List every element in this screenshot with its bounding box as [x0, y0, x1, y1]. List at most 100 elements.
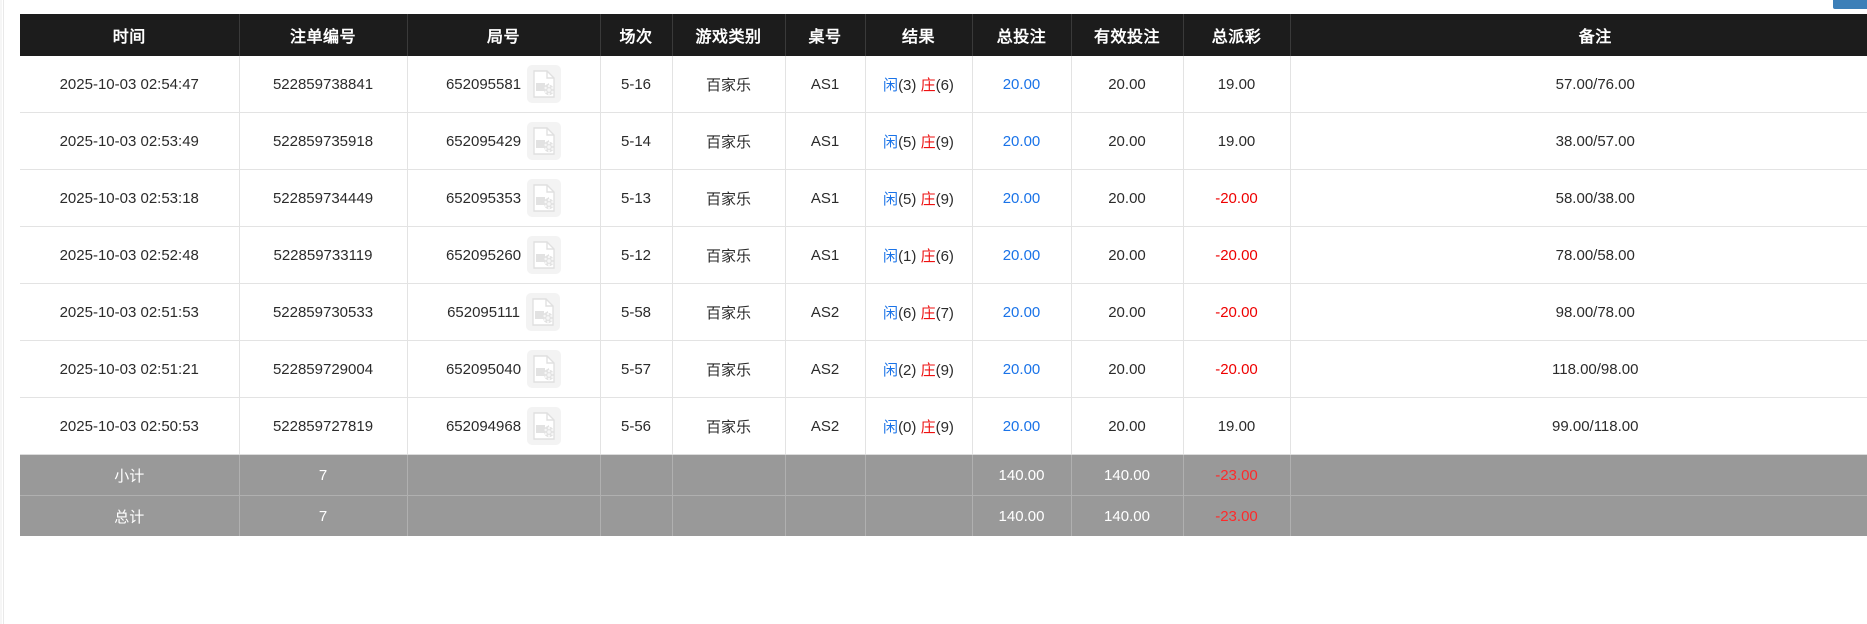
result-banker-label: 庄	[920, 190, 936, 208]
left-gutter	[0, 0, 2, 624]
summary-label: 小计	[20, 454, 240, 496]
cell-total-bet[interactable]: 20.00	[972, 56, 1072, 113]
cell-time: 2025-10-03 02:50:53	[20, 397, 240, 455]
cell-time: 2025-10-03 02:53:49	[20, 112, 240, 170]
cell-session: 5-57	[600, 340, 673, 398]
cell-result: 闲(3) 庄(6)	[865, 56, 973, 113]
cell-order-number: 522859730533	[239, 283, 408, 341]
column-header-payout[interactable]: 总派彩	[1183, 14, 1291, 56]
cell-session: 5-16	[600, 56, 673, 113]
cell-payout: -20.00	[1183, 283, 1291, 341]
cell-order-number: 522859734449	[239, 169, 408, 227]
table-row[interactable]: 2025-10-03 02:51:21 522859729004 652095040…	[20, 340, 1867, 398]
cell-round-number: 652095260	[407, 226, 601, 284]
result-banker-label: 庄	[920, 133, 936, 151]
cell-round-number: 652095111	[407, 283, 601, 341]
cell-game-type: 百家乐	[672, 283, 786, 341]
column-header-time[interactable]: 时间	[20, 14, 240, 56]
result-player-value: (6)	[898, 304, 917, 322]
bet-records-table-wrapper: 时间 注单编号 局号 场次 游戏类别 桌号 结果 总投注 有效投注 总派彩 备注…	[20, 14, 1867, 536]
result-banker-value: (6)	[935, 76, 954, 94]
table-row[interactable]: 2025-10-03 02:52:48 522859733119 652095260…	[20, 226, 1867, 284]
payout-value: 19.00	[1217, 132, 1256, 150]
column-header-gametype[interactable]: 游戏类别	[672, 14, 786, 56]
video-file-icon[interactable]	[525, 293, 560, 331]
cell-total-bet[interactable]: 20.00	[972, 112, 1072, 170]
cell-total-bet[interactable]: 20.00	[972, 397, 1072, 455]
total-bet-link[interactable]: 20.00	[1002, 189, 1041, 207]
video-file-icon[interactable]	[527, 236, 562, 274]
top-right-blue-button[interactable]	[1833, 0, 1867, 9]
table-row[interactable]: 2025-10-03 02:50:53 522859727819 652094968…	[20, 397, 1867, 455]
cell-remark: 98.00/78.00	[1290, 283, 1867, 341]
result-player-value: (1)	[898, 247, 917, 265]
column-header-validbet[interactable]: 有效投注	[1071, 14, 1184, 56]
summary-label: 总计	[20, 495, 240, 536]
cell-total-bet[interactable]: 20.00	[972, 226, 1072, 284]
table-row[interactable]: 2025-10-03 02:54:47 522859738841 652095581…	[20, 56, 1867, 113]
video-file-icon[interactable]	[527, 122, 562, 160]
cell-remark: 99.00/118.00	[1290, 397, 1867, 455]
video-file-icon[interactable]	[527, 65, 562, 103]
result-banker-value: (9)	[935, 133, 954, 151]
cell-total-bet[interactable]: 20.00	[972, 283, 1072, 341]
cell-game-type: 百家乐	[672, 112, 786, 170]
summary-blank-tableno	[785, 495, 866, 536]
header-row: 时间 注单编号 局号 场次 游戏类别 桌号 结果 总投注 有效投注 总派彩 备注	[20, 14, 1867, 56]
round-number-text: 652095040	[445, 360, 522, 378]
payout-value: 19.00	[1217, 417, 1256, 435]
total-bet-link[interactable]: 20.00	[1002, 417, 1041, 435]
total-bet-link[interactable]: 20.00	[1002, 360, 1041, 378]
cell-result: 闲(2) 庄(9)	[865, 340, 973, 398]
payout-value: -20.00	[1215, 246, 1258, 264]
column-header-result[interactable]: 结果	[865, 14, 973, 56]
cell-total-bet[interactable]: 20.00	[972, 340, 1072, 398]
total-bet-link[interactable]: 20.00	[1002, 75, 1041, 93]
table-body: 2025-10-03 02:54:47 522859738841 652095581…	[20, 56, 1867, 455]
result-player-label: 闲	[883, 247, 899, 265]
summary-blank-gametype	[672, 454, 786, 496]
result-banker-label: 庄	[920, 304, 936, 322]
table-row[interactable]: 2025-10-03 02:53:49 522859735918 652095429…	[20, 112, 1867, 170]
summary-blank-round	[407, 495, 601, 536]
cell-valid-bet: 20.00	[1071, 397, 1184, 455]
column-header-session[interactable]: 场次	[600, 14, 673, 56]
result-banker-value: (7)	[935, 304, 954, 322]
column-header-remark[interactable]: 备注	[1290, 14, 1867, 56]
video-file-icon[interactable]	[527, 407, 562, 445]
result-player-label: 闲	[883, 304, 899, 322]
cell-total-bet[interactable]: 20.00	[972, 169, 1072, 227]
payout-value: 19.00	[1217, 75, 1256, 93]
column-header-order[interactable]: 注单编号	[239, 14, 408, 56]
summary-payout: -23.00	[1183, 495, 1291, 536]
total-bet-link[interactable]: 20.00	[1002, 246, 1041, 264]
bet-records-table: 时间 注单编号 局号 场次 游戏类别 桌号 结果 总投注 有效投注 总派彩 备注…	[20, 14, 1867, 536]
column-header-tableno[interactable]: 桌号	[785, 14, 866, 56]
result-player-value: (2)	[898, 361, 917, 379]
total-bet-link[interactable]: 20.00	[1002, 132, 1041, 150]
column-header-round[interactable]: 局号	[407, 14, 601, 56]
table-row[interactable]: 2025-10-03 02:51:53 522859730533 652095111…	[20, 283, 1867, 341]
column-header-totalbet[interactable]: 总投注	[972, 14, 1072, 56]
summary-blank-gametype	[672, 495, 786, 536]
summary-row-total: 总计 7 140.00 140.00 -23.00	[20, 495, 1867, 536]
round-number-text: 652095581	[445, 75, 522, 93]
video-file-icon[interactable]	[527, 179, 562, 217]
cell-valid-bet: 20.00	[1071, 226, 1184, 284]
round-number-text: 652094968	[445, 417, 522, 435]
table-row[interactable]: 2025-10-03 02:53:18 522859734449 652095353…	[20, 169, 1867, 227]
cell-session: 5-12	[600, 226, 673, 284]
result-banker-value: (9)	[935, 190, 954, 208]
summary-blank-result	[865, 454, 973, 496]
result-player-value: (5)	[898, 190, 917, 208]
summary-blank-session	[600, 495, 673, 536]
cell-game-type: 百家乐	[672, 169, 786, 227]
table-footer: 小计 7 140.00 140.00 -23.00 总计 7 140.00 140.00 -23.…	[20, 454, 1867, 536]
total-bet-link[interactable]: 20.00	[1002, 303, 1041, 321]
cell-table-number: AS1	[785, 169, 866, 227]
video-file-icon[interactable]	[527, 350, 562, 388]
cell-table-number: AS1	[785, 56, 866, 113]
round-number-text: 652095260	[445, 246, 522, 264]
cell-result: 闲(6) 庄(7)	[865, 283, 973, 341]
cell-order-number: 522859729004	[239, 340, 408, 398]
